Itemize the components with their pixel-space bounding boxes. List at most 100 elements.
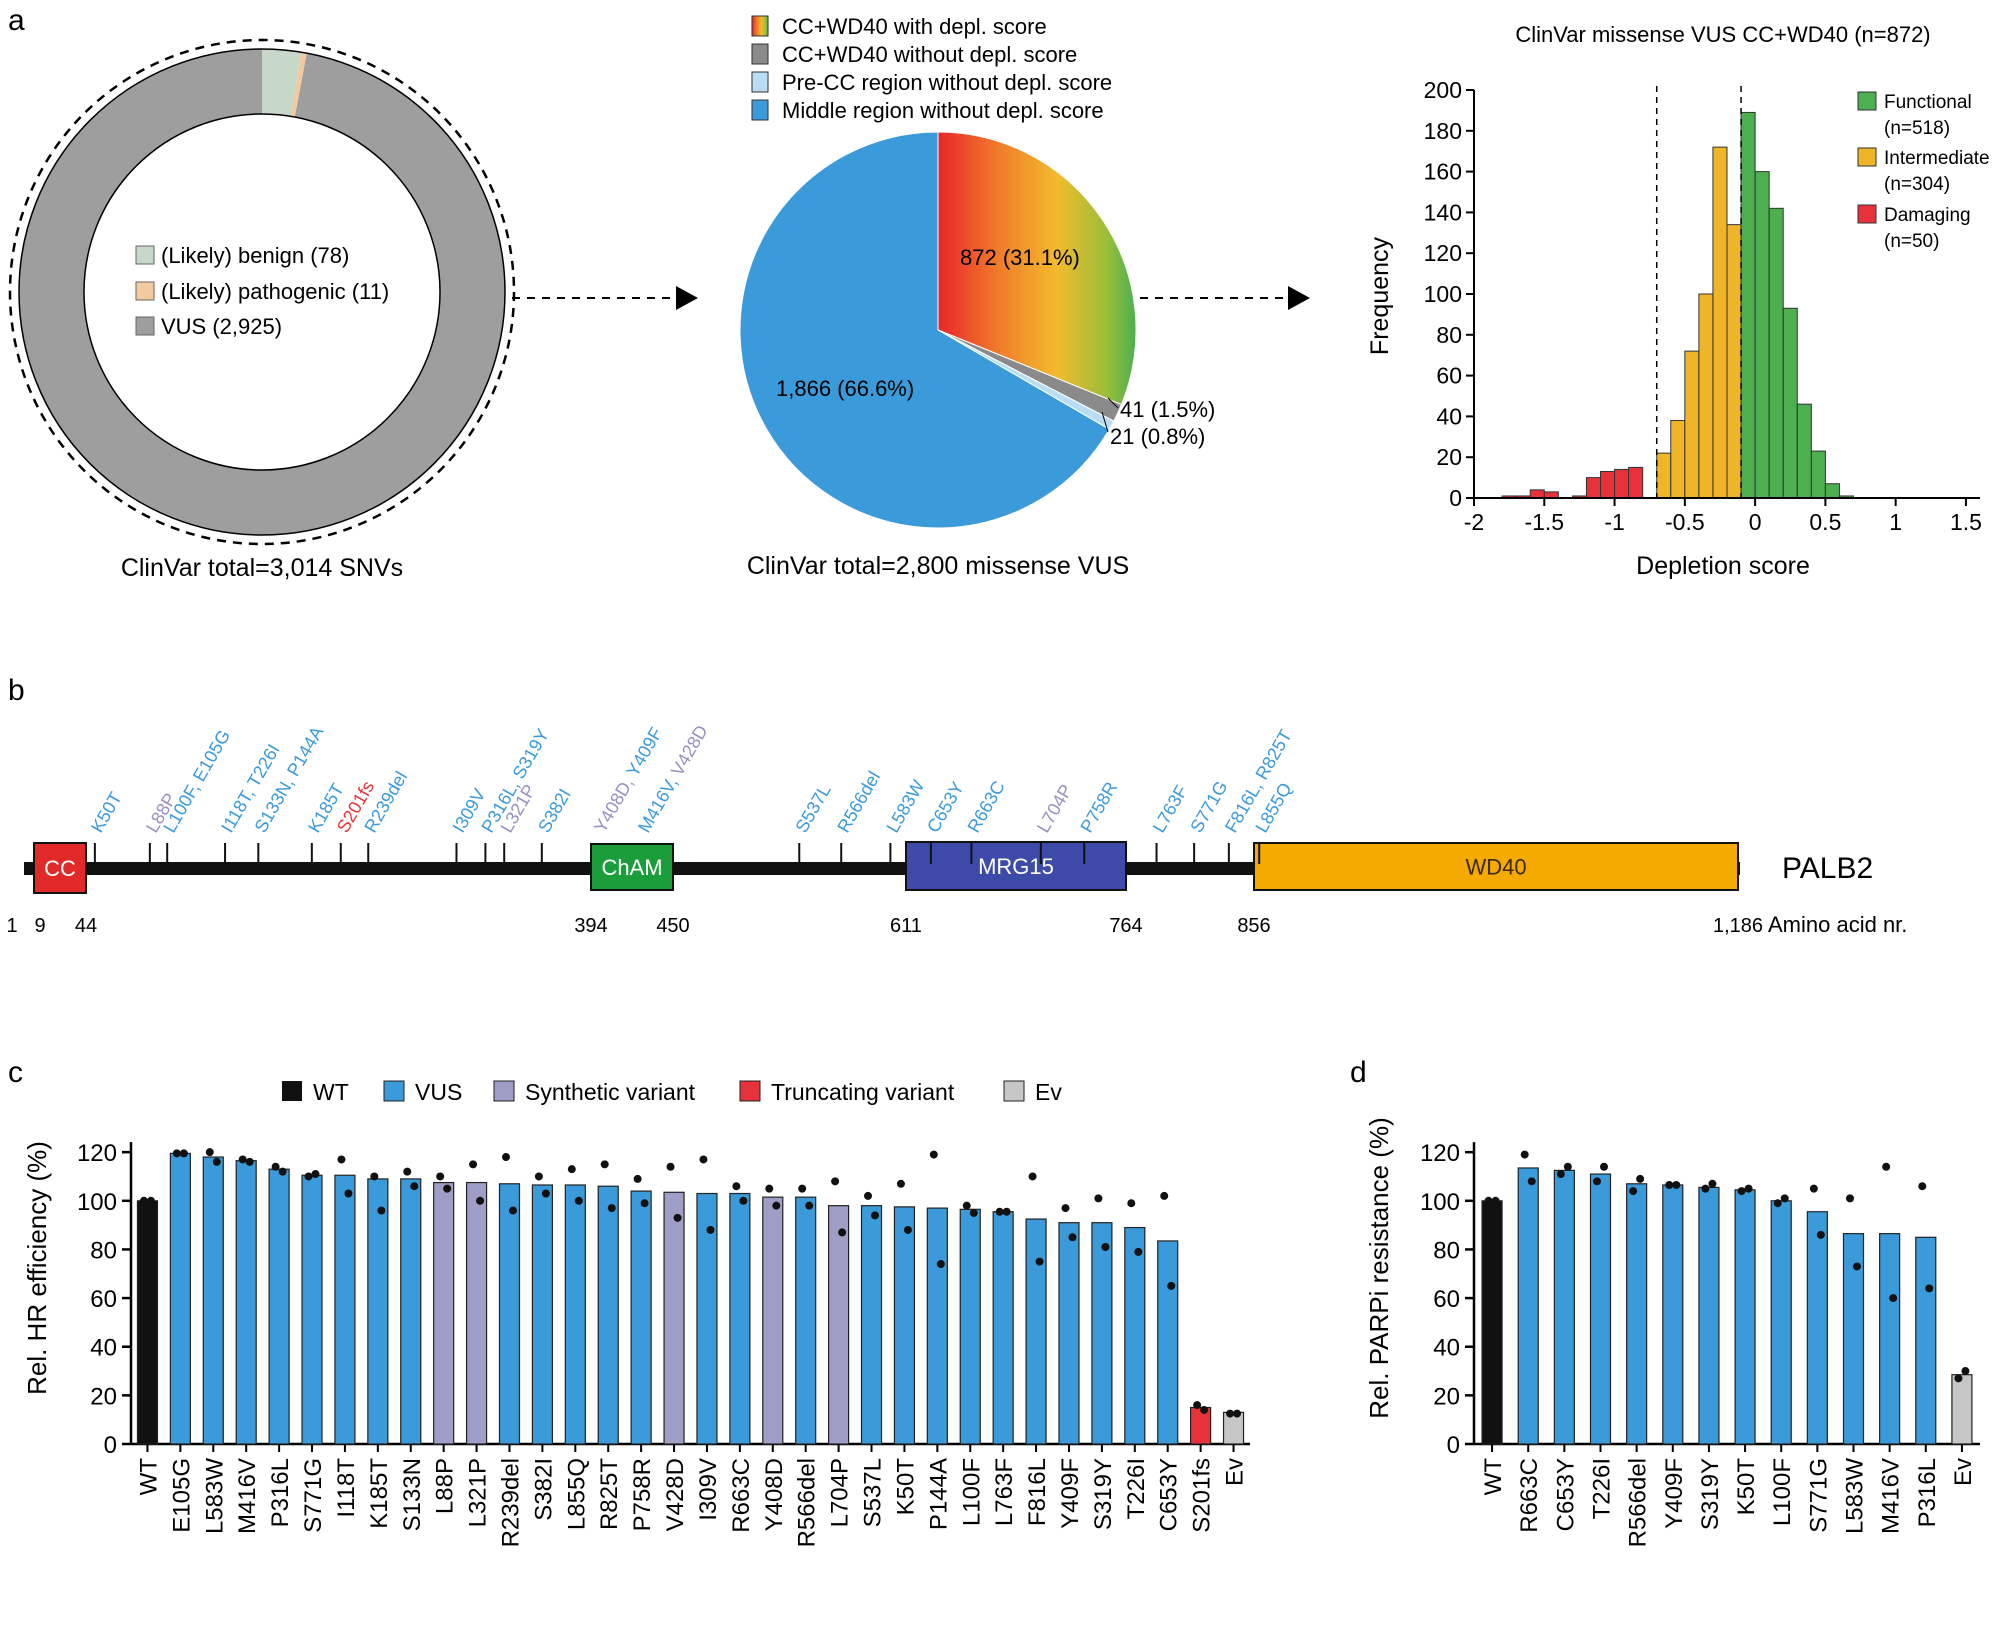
hr-bar-l704p xyxy=(828,1205,850,1445)
hr-replicate-s133n-1 xyxy=(403,1167,412,1176)
pie-slice-3 xyxy=(739,131,1111,529)
parpi-y-tick-label-2: 40 xyxy=(1433,1335,1460,1362)
parpi-bar-m416v xyxy=(1879,1233,1901,1445)
hr-bar-r825t xyxy=(597,1185,619,1445)
parpi-y-tick-label-3: 60 xyxy=(1433,1286,1460,1313)
hr-replicate-v428d-1 xyxy=(666,1162,675,1171)
histogram-bar-6 xyxy=(1600,470,1616,499)
variant-label-l583w: L583W xyxy=(883,777,929,836)
hr-replicate-m416v-2 xyxy=(245,1157,254,1166)
histogram-bar-18 xyxy=(1782,307,1798,499)
panel-label-a: a xyxy=(8,4,25,37)
histogram-x-tick-label-4: 0 xyxy=(1749,509,1762,535)
hr-legend-label-synthetic: Synthetic variant xyxy=(525,1079,696,1105)
parpi-replicate-r566del-1 xyxy=(1629,1187,1638,1196)
hr-bar-s382i xyxy=(531,1184,553,1445)
variant-label-l704p: L704P xyxy=(1033,781,1076,836)
hist-legend-swatch-functional xyxy=(1857,91,1877,111)
hr-replicate-s382i-2 xyxy=(541,1189,550,1198)
pie-leader-line-1 xyxy=(1107,397,1119,409)
hr-replicate-c653y-2 xyxy=(1167,1281,1176,1290)
hr-y-tick-label-6: 120 xyxy=(77,1140,117,1167)
hr-bar-e105g xyxy=(169,1152,191,1445)
histogram-bar-20 xyxy=(1810,450,1826,499)
hr-x-tick-label-p758r: P758R xyxy=(629,1458,656,1531)
hr-legend-swatch-ev xyxy=(1003,1080,1025,1102)
hr-replicate-r566del-2 xyxy=(805,1201,814,1210)
hr-replicate-s201fs-2 xyxy=(1200,1405,1209,1414)
variant-label-s537l: S537L xyxy=(791,781,834,836)
hr-x-tick-label-f816l: F816L xyxy=(1024,1458,1051,1526)
parpi-y-tick-label-0: 0 xyxy=(1447,1432,1460,1459)
hist-legend-swatch-intermediate xyxy=(1857,147,1877,167)
hr-bar-y409f xyxy=(1058,1222,1080,1445)
parpi-replicate-ev-2 xyxy=(1961,1367,1970,1376)
hr-bar-l583w xyxy=(202,1156,224,1445)
histogram-y-tick-label-3: 60 xyxy=(1436,363,1462,389)
hr-y-tick-label-0: 0 xyxy=(104,1432,117,1459)
parpi-bar-r663c xyxy=(1517,1167,1539,1445)
histogram-bar-12 xyxy=(1698,293,1714,499)
parpi-x-tick-label-r566del: R566del xyxy=(1625,1458,1652,1547)
histogram-bar-19 xyxy=(1796,403,1812,499)
hr-x-tick-label-s382i: S382I xyxy=(530,1458,557,1521)
hr-bar-r239del xyxy=(498,1183,521,1445)
hr-replicate-l855q-1 xyxy=(567,1165,576,1174)
hr-replicate-e105g-2 xyxy=(179,1149,188,1158)
hr-replicate-l583w-2 xyxy=(212,1157,221,1166)
pie-slice-0 xyxy=(937,131,1137,406)
hr-legend-swatch-wt xyxy=(282,1081,302,1101)
hr-x-tick-label-i309v: I309V xyxy=(695,1458,722,1521)
histogram-x-tick-label-3: -0.5 xyxy=(1665,509,1705,535)
position-label-4: 450 xyxy=(656,915,689,937)
hr-x-tick-label-s771g: S771G xyxy=(300,1458,327,1533)
hr-replicate-c653y-1 xyxy=(1160,1191,1169,1200)
histogram-y-tick-label-6: 120 xyxy=(1424,240,1462,266)
histogram-y-tick-label-8: 160 xyxy=(1424,159,1462,185)
histogram-bar-16 xyxy=(1754,171,1770,499)
hr-x-tick-label-s201fs: S201fs xyxy=(1189,1458,1216,1533)
hr-legend-swatch-vus xyxy=(383,1080,405,1102)
parpi-replicate-y409f-2 xyxy=(1672,1180,1681,1189)
hr-x-tick-label-p316l: P316L xyxy=(267,1458,294,1527)
variant-label-l763f: L763F xyxy=(1149,782,1192,836)
hr-legend-label-wt: WT xyxy=(313,1079,349,1105)
hr-replicate-e105g-1 xyxy=(172,1149,181,1158)
hr-efficiency-chart: WT VUS Synthetic variant Truncating vari… xyxy=(22,1079,1250,1547)
histogram-bar-10 xyxy=(1670,419,1686,499)
parpi-replicate-s771g-1 xyxy=(1809,1184,1818,1193)
hr-x-tick-label-r239del: R239del xyxy=(497,1458,524,1547)
histogram-bar-15 xyxy=(1740,111,1756,499)
parpi-x-tick-label-t226i: T226I xyxy=(1589,1458,1616,1519)
parpi-y-tick-label-6: 120 xyxy=(1420,1140,1460,1167)
hr-bar-l100f xyxy=(959,1208,981,1445)
hr-bar-ev xyxy=(1222,1411,1245,1445)
hr-replicate-t226i-2 xyxy=(1134,1247,1143,1256)
hr-replicate-l763f-1 xyxy=(995,1207,1004,1216)
parpi-y-label: Rel. PARPi resistance (%) xyxy=(1364,1117,1394,1419)
hr-replicate-s537l-1 xyxy=(864,1191,873,1200)
histogram-bar-21 xyxy=(1824,483,1840,499)
parpi-replicate-t226i-2 xyxy=(1600,1162,1608,1171)
parpi-x-tick-label-p316l: P316L xyxy=(1914,1458,1941,1527)
hr-x-tick-label-l763f: L763F xyxy=(991,1458,1018,1526)
histogram-bar-14 xyxy=(1726,224,1742,499)
pie-legend-swatch-pre-cc xyxy=(751,71,769,93)
hr-replicate-s771g-1 xyxy=(304,1172,313,1181)
hr-bar-y408d xyxy=(762,1196,784,1445)
hr-replicate-p316l-1 xyxy=(271,1162,280,1171)
position-label-0: 1 xyxy=(6,915,17,937)
hr-y-tick-label-5: 100 xyxy=(77,1189,117,1216)
pie-legend-swatch-cc-wd40 xyxy=(751,15,769,37)
parpi-resistance-chart: 0 20 40 60 80 100 120 WT R663C C653Y T226I R566del Y… xyxy=(1364,1117,1980,1547)
hr-bar-k185t xyxy=(367,1178,389,1445)
hr-x-tick-label-e105g: E105G xyxy=(168,1458,195,1533)
parpi-x-tick-label-c653y: C653Y xyxy=(1552,1458,1579,1531)
hr-replicate-k185t-2 xyxy=(377,1206,386,1215)
hr-x-tick-label-l583w: L583W xyxy=(201,1458,228,1534)
hr-replicate-p758r-1 xyxy=(633,1174,642,1183)
legend-label-benign: (Likely) benign (78) xyxy=(161,243,349,268)
variant-label-c653y: C653Y xyxy=(923,778,968,836)
hr-x-tick-label-l855q: L855Q xyxy=(563,1458,590,1530)
